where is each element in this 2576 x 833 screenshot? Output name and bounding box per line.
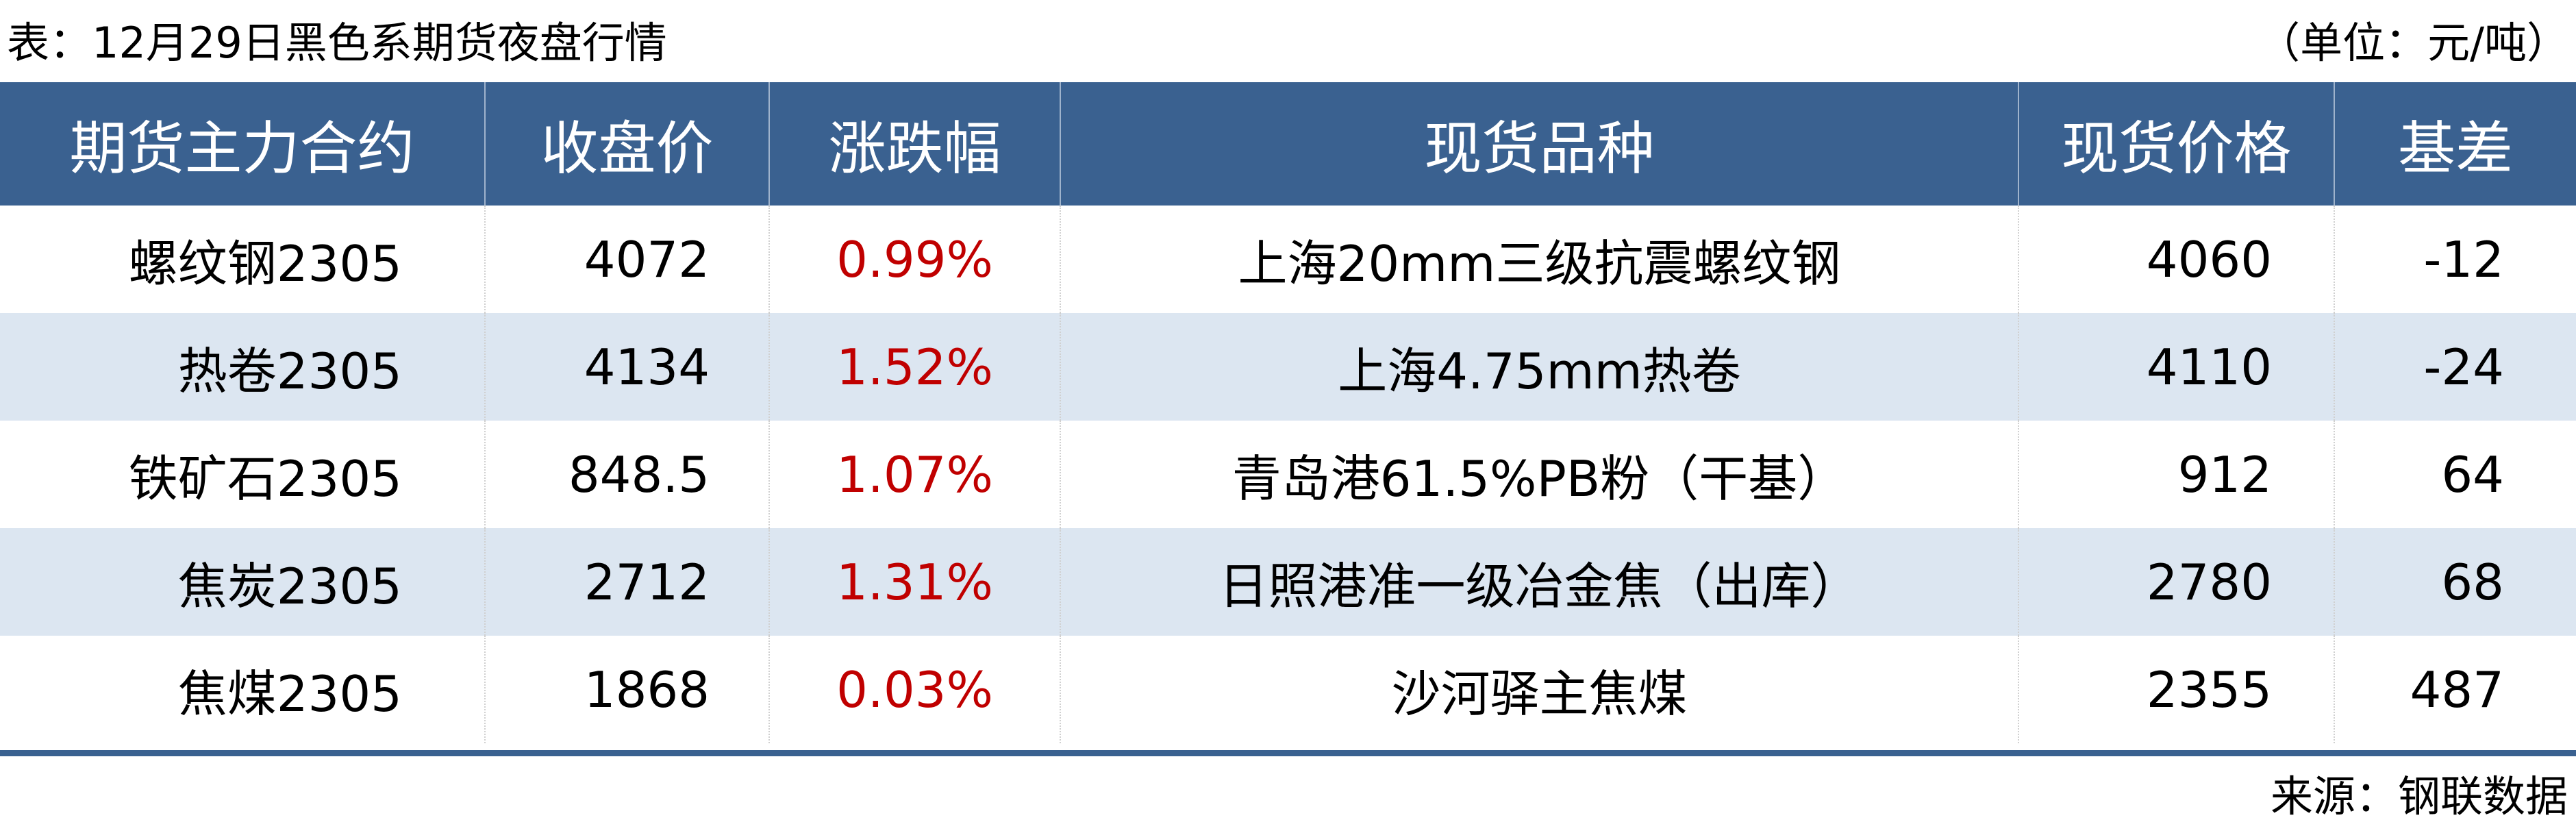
cell-basis: 487 [2334,636,2576,743]
cell-contract: 铁矿石2305 [128,450,402,508]
cell-spot-variety: 青岛港61.5%PB粉（干基） [1060,421,2018,528]
header-row: 期货主力合约 收盘价 涨跌幅 现货品种 现货价格 基差 [0,82,2576,206]
cell-contract: 焦煤2305 [177,665,402,723]
cell-change-pct: 0.03% [768,636,1060,743]
header-basis: 基差 [2334,82,2576,206]
cell-basis: -24 [2334,313,2576,421]
cell-change-pct: 1.52% [768,313,1060,421]
cell-spot-price: 4060 [2018,206,2334,313]
cell-close-price: 848.5 [484,421,769,528]
header-spot-price: 现货价格 [2018,82,2334,206]
cell-change-pct: 0.99% [768,206,1060,313]
table-row: 螺纹钢2305 4072 0.99% 上海20mm三级抗震螺纹钢 4060 -12 [0,206,2576,313]
header-contract: 期货主力合约 [0,82,485,206]
cell-spot-variety: 沙河驿主焦煤 [1060,636,2018,743]
cell-change-pct: 1.31% [768,528,1060,636]
cell-spot-variety: 上海4.75mm热卷 [1060,313,2018,421]
cell-close-price: 4072 [484,206,769,313]
header-change: 涨跌幅 [768,82,1060,206]
cell-contract: 焦炭2305 [0,528,485,636]
cell-contract: 螺纹钢2305 [128,235,402,293]
cell-change-pct: 1.07% [768,421,1060,528]
cell-close-price: 1868 [484,636,769,743]
cell-spot-price: 2355 [2018,636,2334,743]
cell-contract: 热卷2305 [0,313,485,421]
cell-spot-variety: 上海20mm三级抗震螺纹钢 [1060,206,2018,313]
cell-basis: -12 [2334,206,2576,313]
cell-basis: 68 [2334,528,2576,636]
header-close: 收盘价 [484,82,769,206]
cell-spot-price: 4110 [2018,313,2334,421]
cell-spot-price: 912 [2018,421,2334,528]
source-note: 来源：钢联数据 [2270,771,2568,821]
table-title: 表：12月29日黑色系期货夜盘行情 [7,18,667,68]
cell-basis: 64 [2334,421,2576,528]
futures-table: 期货主力合约 收盘价 涨跌幅 现货品种 现货价格 基差 螺纹钢2305 4072 0… [0,82,2576,743]
table-row: 铁矿石2305 848.5 1.07% 青岛港61.5%PB粉（干基） 912 64 [0,421,2576,528]
table-row: 焦炭2305 2712 1.31% 日照港准一级冶金焦（出库） 2780 68 [0,528,2576,636]
bottom-divider [0,750,2576,756]
unit-label: （单位：元/吨） [2258,18,2569,68]
cell-close-price: 2712 [484,528,769,636]
cell-spot-price: 2780 [2018,528,2334,636]
header-spot-variety: 现货品种 [1060,82,2018,206]
table-row: 热卷2305 4134 1.52% 上海4.75mm热卷 4110 -24 [0,313,2576,421]
cell-spot-variety: 日照港准一级冶金焦（出库） [1060,528,2018,636]
cell-close-price: 4134 [484,313,769,421]
table-row: 焦煤2305 1868 0.03% 沙河驿主焦煤 2355 487 [0,636,2576,743]
